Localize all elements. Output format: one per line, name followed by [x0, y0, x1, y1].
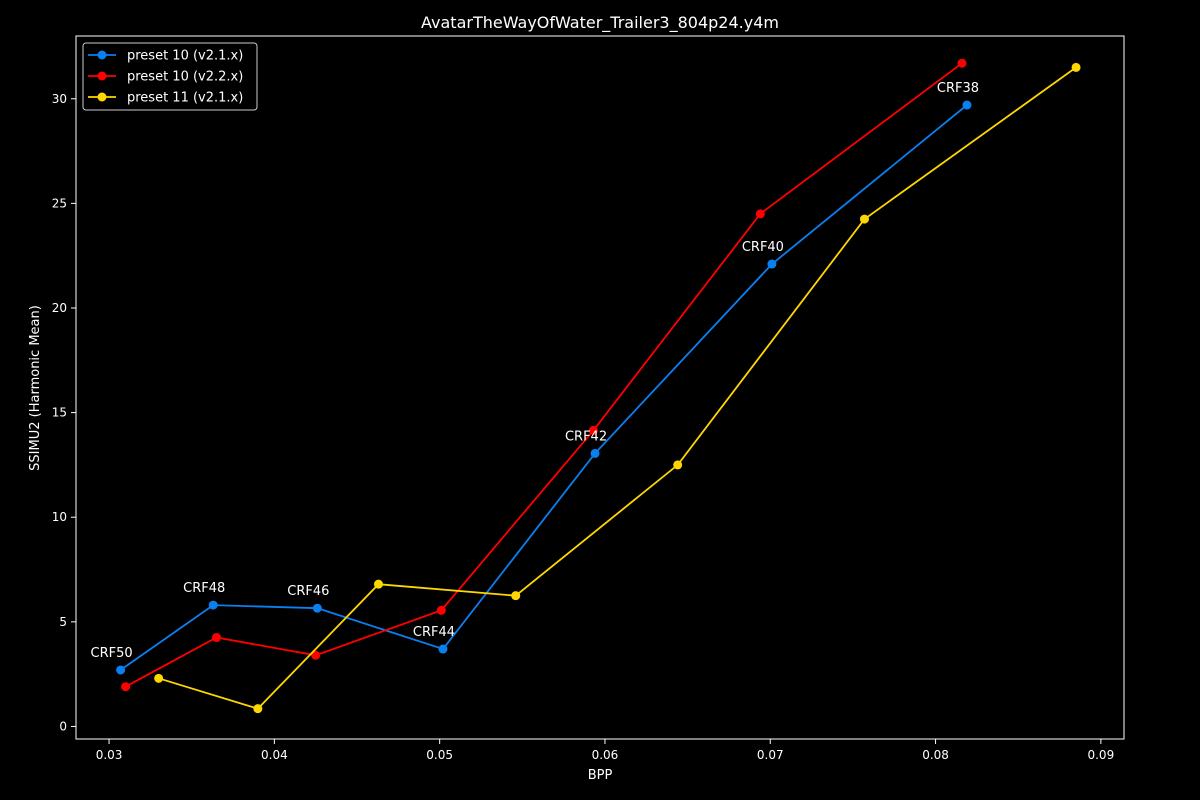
x-tick-label: 0.05 — [426, 748, 453, 762]
data-point — [767, 259, 777, 269]
legend-marker — [97, 71, 107, 81]
crf-annotation: CRF38 — [937, 81, 979, 96]
x-tick-label: 0.07 — [757, 748, 784, 762]
crf-annotation: CRF48 — [183, 581, 225, 596]
data-point — [312, 603, 322, 613]
data-point — [438, 644, 448, 654]
data-point — [1071, 62, 1081, 72]
data-point — [673, 460, 683, 470]
x-tick-label: 0.04 — [261, 748, 288, 762]
plot-area-frame — [75, 35, 1125, 740]
x-axis-label: BPP — [588, 768, 613, 783]
y-tick-label: 25 — [52, 196, 67, 210]
legend-label: preset 11 (v2.1.x) — [127, 91, 243, 106]
data-point — [755, 209, 765, 219]
data-point — [588, 425, 598, 435]
chart-title: AvatarTheWayOfWater_Trailer3_804p24.y4m — [421, 13, 779, 33]
series-line — [158, 66, 1077, 710]
legend-box — [82, 42, 258, 111]
data-point — [208, 600, 218, 610]
data-point — [859, 214, 869, 224]
y-tick-label: 20 — [52, 301, 67, 315]
data-point — [154, 673, 164, 683]
legend-marker — [97, 92, 107, 102]
x-axis-ticks: 0.03 0.04 0.05 0.06 0.07 0.08 0.09 — [96, 739, 1114, 762]
crf-annotation: CRF40 — [742, 240, 784, 255]
data-point — [373, 579, 383, 589]
y-tick-label: 0 — [59, 719, 67, 733]
y-axis-ticks: 0 5 10 15 20 25 30 — [52, 92, 76, 733]
y-tick-label: 5 — [59, 615, 67, 629]
y-tick-label: 10 — [52, 510, 67, 524]
x-tick-label: 0.03 — [96, 748, 123, 762]
legend: preset 10 (v2.1.x) preset 10 (v2.2.x) pres… — [82, 42, 258, 111]
series-3 — [154, 62, 1081, 714]
legend-label: preset 10 (v2.1.x) — [127, 49, 243, 64]
data-point — [436, 605, 446, 615]
series-1 — [116, 100, 972, 675]
y-tick-label: 15 — [52, 406, 67, 420]
y-axis-label: SSIMU2 (Harmonic Mean) — [28, 305, 43, 471]
data-point — [121, 682, 131, 692]
legend-marker — [97, 50, 107, 60]
series-layer — [116, 58, 1081, 714]
data-point — [962, 100, 972, 110]
data-point — [116, 665, 126, 675]
data-point — [311, 650, 321, 660]
series-line — [120, 104, 968, 671]
crf-annotation: CRF42 — [565, 429, 607, 444]
y-tick-label: 30 — [52, 92, 67, 106]
crf-annotation: CRF44 — [413, 625, 455, 640]
crf-annotation: CRF46 — [287, 584, 329, 599]
x-tick-label: 0.09 — [1087, 748, 1114, 762]
data-point — [957, 58, 967, 68]
data-point — [253, 704, 263, 714]
x-tick-label: 0.06 — [592, 748, 619, 762]
series-2 — [121, 58, 967, 692]
x-tick-label: 0.08 — [922, 748, 949, 762]
series-line — [125, 62, 963, 688]
data-point — [590, 448, 600, 458]
data-point — [212, 633, 222, 643]
annotation-layer: CRF50 CRF48 CRF46 CRF44 CRF42 CRF40 CRF38 — [91, 81, 979, 661]
data-point — [511, 591, 521, 601]
legend-label: preset 10 (v2.2.x) — [127, 70, 243, 85]
crf-annotation: CRF50 — [91, 646, 133, 661]
